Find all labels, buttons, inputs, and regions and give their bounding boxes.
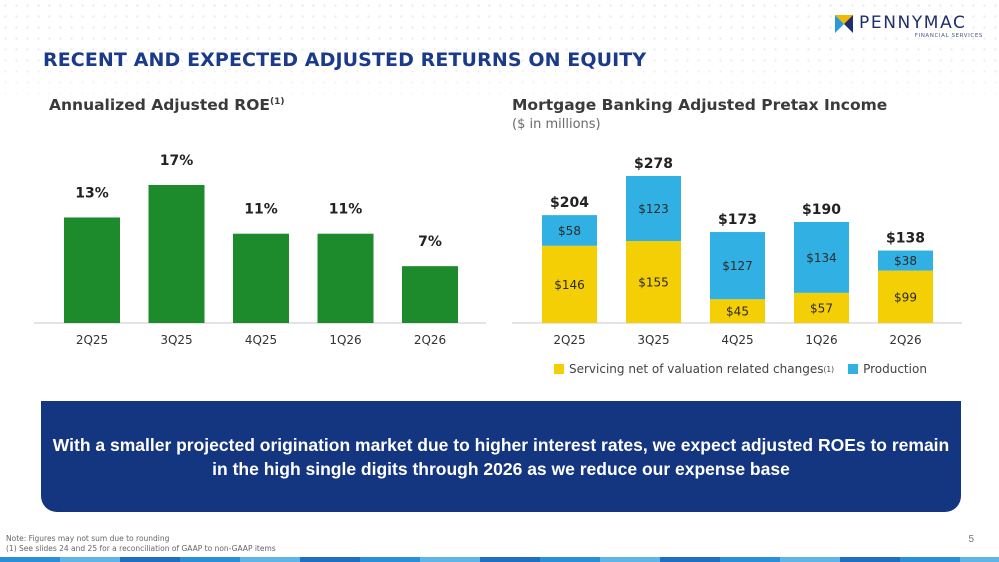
roe-bar-chart: 13% 2Q25 17% 3Q25 11% 4Q25 11% 1Q26 7% 2Q26: [34, 153, 486, 347]
roe-bar-4Q25: [233, 233, 289, 323]
income-segment-label-production-2Q26: $38: [894, 254, 917, 268]
income-segment-label-servicing-2Q26: $99: [894, 290, 917, 304]
footnote-rounding: Note: Figures may not sum due to roundin…: [6, 534, 170, 543]
income-segment-label-production-1Q26: $134: [806, 251, 837, 265]
income-total-label-2Q26: $138: [886, 231, 925, 247]
logo-subtitle: FINANCIAL SERVICES: [914, 33, 983, 39]
income-bar-production-2Q26: [878, 250, 933, 271]
income-stacked-bar-chart: $146 $58 $204 2Q25 $155 $123 $278 3Q25 $45 $127 $1…: [512, 156, 962, 347]
income-bar-servicing-2Q26: [878, 270, 933, 323]
roe-value-label-3Q25: 17%: [160, 153, 194, 169]
roe-chart-title-text: Annualized Adjusted ROE: [49, 96, 270, 114]
roe-chart-title: Annualized Adjusted ROE(1): [49, 96, 285, 114]
roe-bar-2Q25: [64, 217, 120, 323]
roe-chart-title-footnote: (1): [270, 96, 285, 107]
income-bar-production-3Q25: [626, 176, 681, 242]
income-chart-title: Mortgage Banking Adjusted Pretax Income: [512, 96, 888, 114]
dot-pattern-fade: [0, 0, 999, 112]
income-bar-production-4Q25: [710, 232, 765, 300]
slide-title: RECENT AND EXPECTED ADJUSTED RETURNS ON …: [43, 49, 647, 71]
footer-accent-bar: [0, 557, 999, 562]
income-segment-label-production-3Q25: $123: [638, 202, 669, 216]
income-segment-label-servicing-2Q25: $146: [554, 278, 585, 292]
income-segment-label-servicing-1Q26: $57: [810, 301, 833, 315]
income-bar-servicing-1Q26: [794, 292, 849, 323]
roe-x-tick-1Q26: 1Q26: [329, 333, 361, 347]
income-bar-production-2Q25: [542, 215, 597, 246]
summary-banner-text: With a smaller projected origination mar…: [52, 434, 950, 479]
income-segment-label-production-4Q25: $127: [722, 259, 753, 273]
roe-value-label-2Q26: 7%: [418, 234, 442, 250]
roe-x-tick-2Q25: 2Q25: [76, 333, 108, 347]
pennymac-logo: PENNYMAC FINANCIAL SERVICES: [833, 12, 983, 40]
income-chart-subtitle: ($ in millions): [512, 117, 601, 132]
roe-value-label-2Q25: 13%: [75, 185, 109, 201]
footnote-reconciliation: (1) See slides 24 and 25 for a reconcili…: [6, 544, 276, 553]
roe-bar-3Q25: [148, 185, 205, 323]
roe-x-tick-2Q26: 2Q26: [414, 333, 446, 347]
legend-label-servicing: Servicing net of valuation related chang…: [569, 362, 824, 376]
logo-name: PENNYMAC: [859, 13, 967, 33]
summary-banner: With a smaller projected origination mar…: [41, 401, 961, 512]
income-total-label-1Q26: $190: [802, 202, 841, 218]
income-total-label-3Q25: $278: [634, 156, 673, 172]
legend-swatch-servicing: [554, 364, 564, 374]
roe-x-tick-4Q25: 4Q25: [245, 333, 277, 347]
income-x-tick-1Q26: 1Q26: [805, 333, 837, 347]
income-x-tick-4Q25: 4Q25: [721, 333, 753, 347]
roe-value-label-4Q25: 11%: [244, 202, 278, 218]
income-x-tick-2Q26: 2Q26: [889, 333, 921, 347]
legend-label-production: Production: [863, 362, 927, 376]
page-number: 5: [968, 534, 974, 545]
income-total-label-2Q25: $204: [550, 195, 589, 211]
logo-mark-icon: [835, 15, 853, 33]
roe-bar-2Q26: [402, 266, 458, 323]
income-segment-label-servicing-4Q25: $45: [726, 305, 749, 319]
legend-swatch-production: [848, 364, 859, 374]
income-total-label-4Q25: $173: [718, 212, 757, 228]
income-bar-servicing-3Q25: [626, 241, 681, 323]
legend-label-servicing-footnote: (1): [823, 364, 835, 374]
roe-x-tick-3Q25: 3Q25: [160, 333, 192, 347]
income-bar-servicing-4Q25: [710, 299, 765, 323]
roe-value-label-1Q26: 11%: [329, 202, 363, 218]
income-bar-servicing-2Q25: [542, 245, 597, 323]
income-x-tick-3Q25: 3Q25: [637, 333, 669, 347]
income-chart-legend: Servicing net of valuation related chang…: [554, 362, 927, 376]
income-segment-label-servicing-3Q25: $155: [638, 276, 669, 290]
roe-bar-1Q26: [317, 233, 374, 323]
income-x-tick-2Q25: 2Q25: [553, 333, 585, 347]
income-bar-production-1Q26: [794, 222, 849, 293]
income-segment-label-production-2Q25: $58: [558, 224, 581, 238]
